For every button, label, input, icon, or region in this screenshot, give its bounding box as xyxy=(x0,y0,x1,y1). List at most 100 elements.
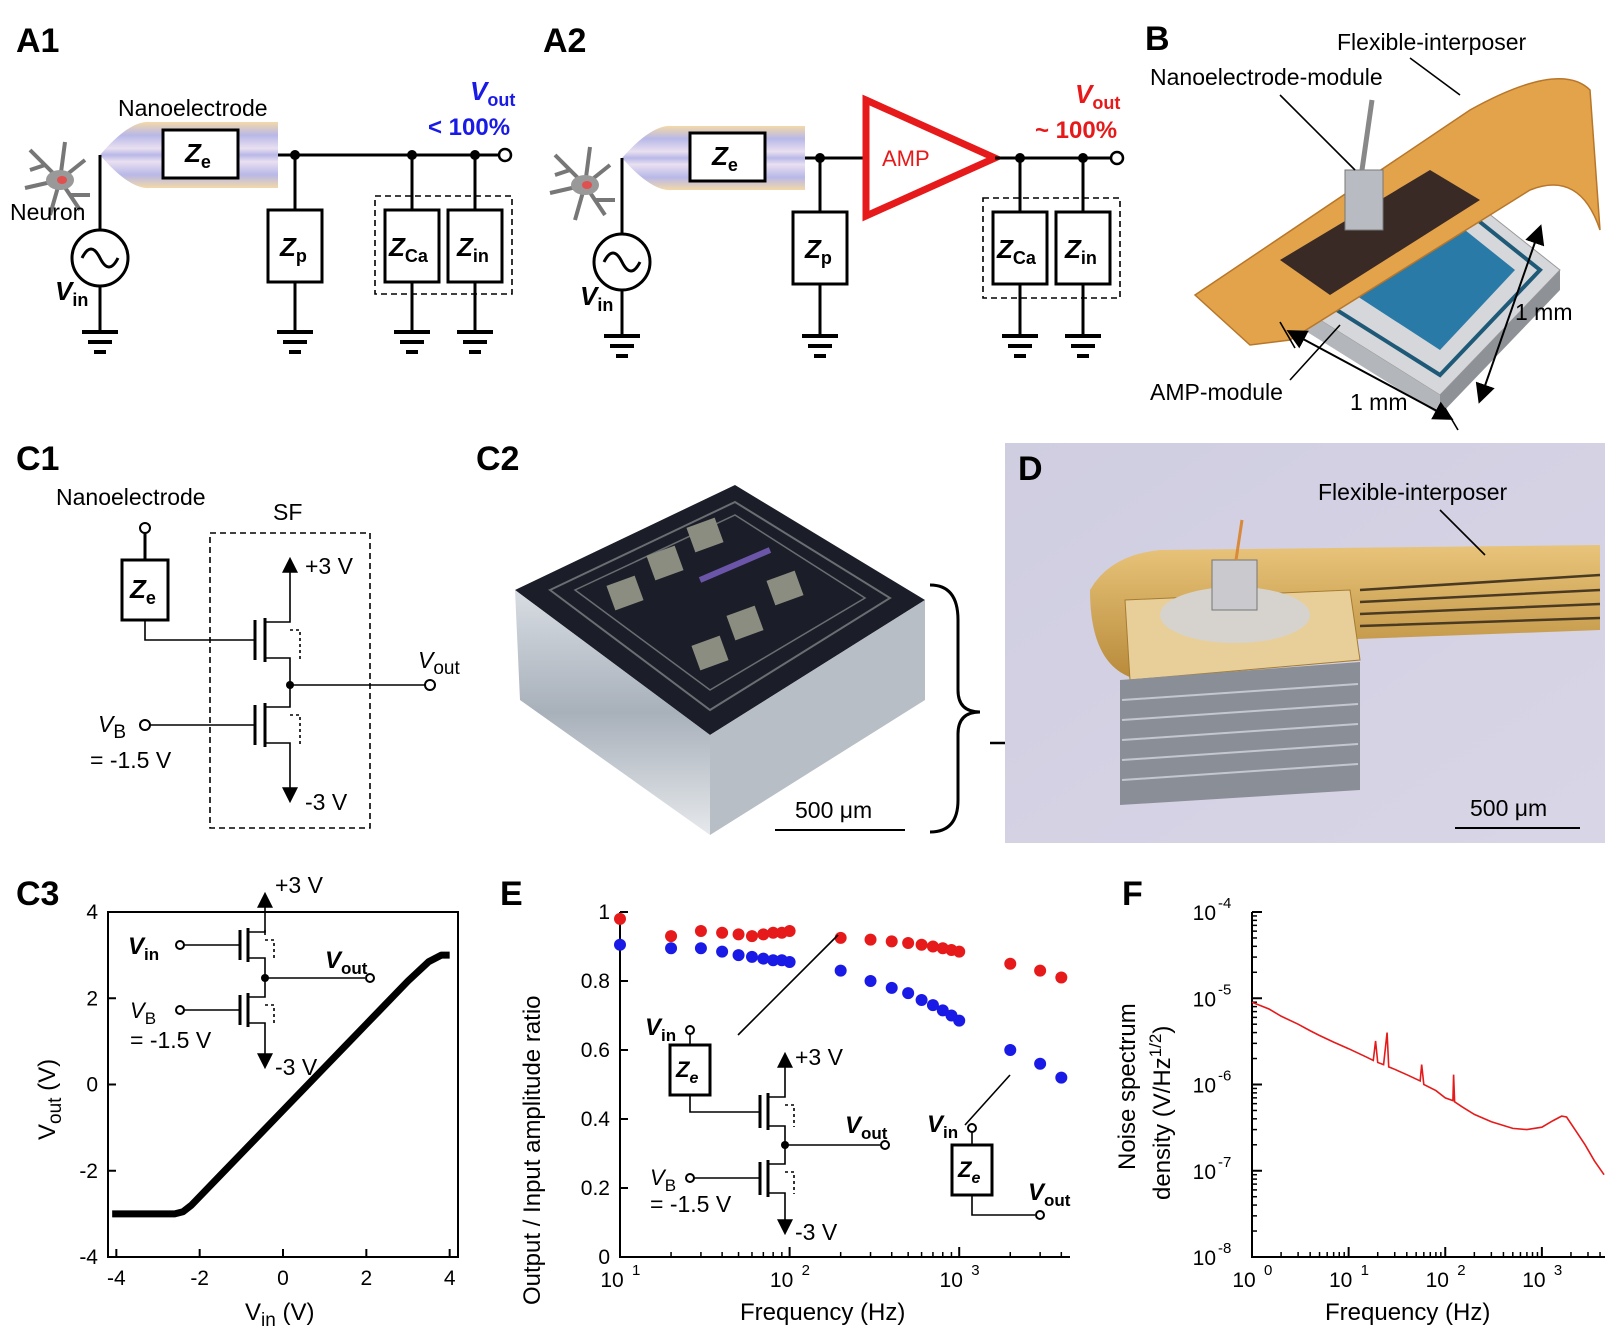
f-y-axis-label-1: Noise spectrum xyxy=(1114,1003,1141,1170)
f-x-tick-exponent: 1 xyxy=(1361,1262,1369,1279)
ze-box xyxy=(161,128,240,180)
panel-a1: A1 Nanoelectrode Neuron Ze Vin Zp ZCa xyxy=(10,22,515,354)
panel-d: D Flexible-interposer 500 μm xyxy=(1005,443,1605,843)
c3-y-tick-label: -4 xyxy=(79,1246,98,1269)
e-data-point xyxy=(614,938,626,951)
c3-vss: -3 V xyxy=(275,1054,318,1080)
c3-y-tick-label: 0 xyxy=(86,1074,98,1097)
vout-pct-a2: ~ 100% xyxy=(1035,117,1117,144)
amp-triangle xyxy=(862,94,1004,222)
vdd-label: +3 V xyxy=(305,553,354,579)
dimension-label-1: 1 mm xyxy=(1350,389,1408,415)
neuron-label: Neuron xyxy=(10,199,85,225)
vb-value: = -1.5 V xyxy=(90,747,172,773)
e-vout: Vout xyxy=(845,1112,888,1143)
dimension-label-2: 1 mm xyxy=(1515,299,1573,325)
zca-symbol: ZCa xyxy=(996,234,1037,268)
c3-x-tick-label: -2 xyxy=(190,1267,209,1290)
e-data-point xyxy=(1034,964,1047,977)
amp-module-photo xyxy=(1120,662,1360,805)
e-data-point xyxy=(614,912,626,925)
vb-label: VB xyxy=(98,711,126,743)
f-axis: 10 0 10 1 10 2 10 310 -810 -710 -610 -510 -4 xyxy=(1193,895,1601,1292)
ze-symbol: Ze xyxy=(129,574,156,608)
e-data-point xyxy=(885,935,898,948)
c3-inset-circuit: +3 V Vin Vout VB = -1.5 V -3 V xyxy=(128,872,375,1080)
brace xyxy=(929,583,981,834)
e-x-tick-exponent: 1 xyxy=(632,1262,640,1279)
nanoelectrode-module-label: Nanoelectrode-module xyxy=(1150,64,1383,90)
flex-interposer-label-d: Flexible-interposer xyxy=(1318,479,1508,505)
e-data-point xyxy=(694,924,707,937)
e-inset2-vout: Vout xyxy=(1028,1179,1071,1210)
e-data-point xyxy=(665,930,678,943)
amp-label: AMP xyxy=(882,146,930,171)
e-vin: Vin xyxy=(645,1014,676,1045)
e-data-point xyxy=(745,950,758,963)
zp-box xyxy=(791,210,849,286)
e-data-point xyxy=(1004,1044,1017,1056)
e-vb: VB xyxy=(650,1165,676,1195)
panel-label-c1: C1 xyxy=(16,440,59,478)
c3-y-tick-label: -2 xyxy=(79,1160,98,1183)
zin-symbol: Zin xyxy=(1064,234,1097,268)
vout-label-a1: Vout xyxy=(470,76,515,110)
e-y-axis-label: Output / Input amplitude ratio xyxy=(519,995,546,1305)
c3-vin: Vin xyxy=(128,933,159,964)
e-inset2-ze: Ze xyxy=(957,1157,980,1187)
amp-module-label: AMP-module xyxy=(1150,379,1283,405)
c3-axis: -4 -2 0 2 4 -4 -2 0 2 4 xyxy=(79,901,456,1290)
e-data-point xyxy=(1034,1057,1047,1070)
e-data-point xyxy=(864,933,877,946)
scale-bar-label-d: 500 μm xyxy=(1470,795,1547,821)
c3-x-tick-label: -4 xyxy=(107,1267,126,1290)
ze-symbol: Ze xyxy=(711,141,738,175)
e-vss: -3 V xyxy=(795,1219,838,1245)
f-x-tick-label: 10 xyxy=(1329,1269,1352,1292)
c3-x-tick-label: 2 xyxy=(360,1267,372,1290)
vout-pct-a1: < 100% xyxy=(428,114,510,141)
c3-transfer-curve xyxy=(112,951,450,1218)
e-x-tick-label: 10 xyxy=(940,1269,963,1292)
e-x-tick-exponent: 3 xyxy=(971,1262,979,1279)
panel-label-a1: A1 xyxy=(16,22,59,60)
zp-symbol: Zp xyxy=(279,232,307,266)
zp-symbol: Zp xyxy=(804,234,832,268)
e-data-point xyxy=(783,924,796,937)
nanoelectrode-label: Nanoelectrode xyxy=(56,484,206,510)
e-data-point xyxy=(926,940,939,953)
e-vdd: +3 V xyxy=(795,1044,844,1070)
e-data-point xyxy=(665,942,678,955)
f-y-tick-label: 10 xyxy=(1193,1161,1216,1184)
panel-label-c2: C2 xyxy=(476,440,519,478)
e-data-point xyxy=(1055,1071,1068,1084)
e-axis: 0 0.2 0.4 0.6 0.8 1 10 1 10 2 10 3 xyxy=(581,901,1063,1292)
f-x-tick-label: 10 xyxy=(1232,1269,1255,1292)
panel-label-f: F xyxy=(1122,875,1143,913)
e-y-tick-label: 1 xyxy=(598,901,610,924)
e-data-point xyxy=(767,926,780,939)
f-noise-spectrum xyxy=(1251,1001,1605,1176)
e-data-point xyxy=(953,945,966,958)
f-y-tick-label: 10 xyxy=(1193,1075,1216,1098)
e-data-point xyxy=(716,926,729,939)
ze-box xyxy=(120,558,170,622)
e-y-tick-label: 0 xyxy=(598,1246,610,1269)
f-x-axis-label: Frequency (Hz) xyxy=(1325,1299,1490,1326)
e-data-point xyxy=(864,975,877,987)
panel-label-c3: C3 xyxy=(16,875,59,913)
e-data-point xyxy=(732,949,745,962)
vin-label: Vin xyxy=(55,276,88,310)
c3-y-tick-label: 2 xyxy=(86,987,98,1010)
zca-box xyxy=(991,210,1049,286)
e-data-point xyxy=(834,931,847,944)
scale-bar-label-c2: 500 μm xyxy=(795,797,872,823)
e-data-point xyxy=(915,993,928,1006)
e-ze: Ze xyxy=(675,1057,698,1087)
panel-label-b: B xyxy=(1145,20,1170,58)
f-y-tick-exponent: -8 xyxy=(1218,1240,1231,1257)
e-data-point xyxy=(902,987,915,1000)
e-data-point xyxy=(902,937,915,950)
panel-b: B Flexible-interposer Nanoelectrode-modu… xyxy=(1145,20,1601,431)
e-y-tick-label: 0.8 xyxy=(581,970,610,993)
